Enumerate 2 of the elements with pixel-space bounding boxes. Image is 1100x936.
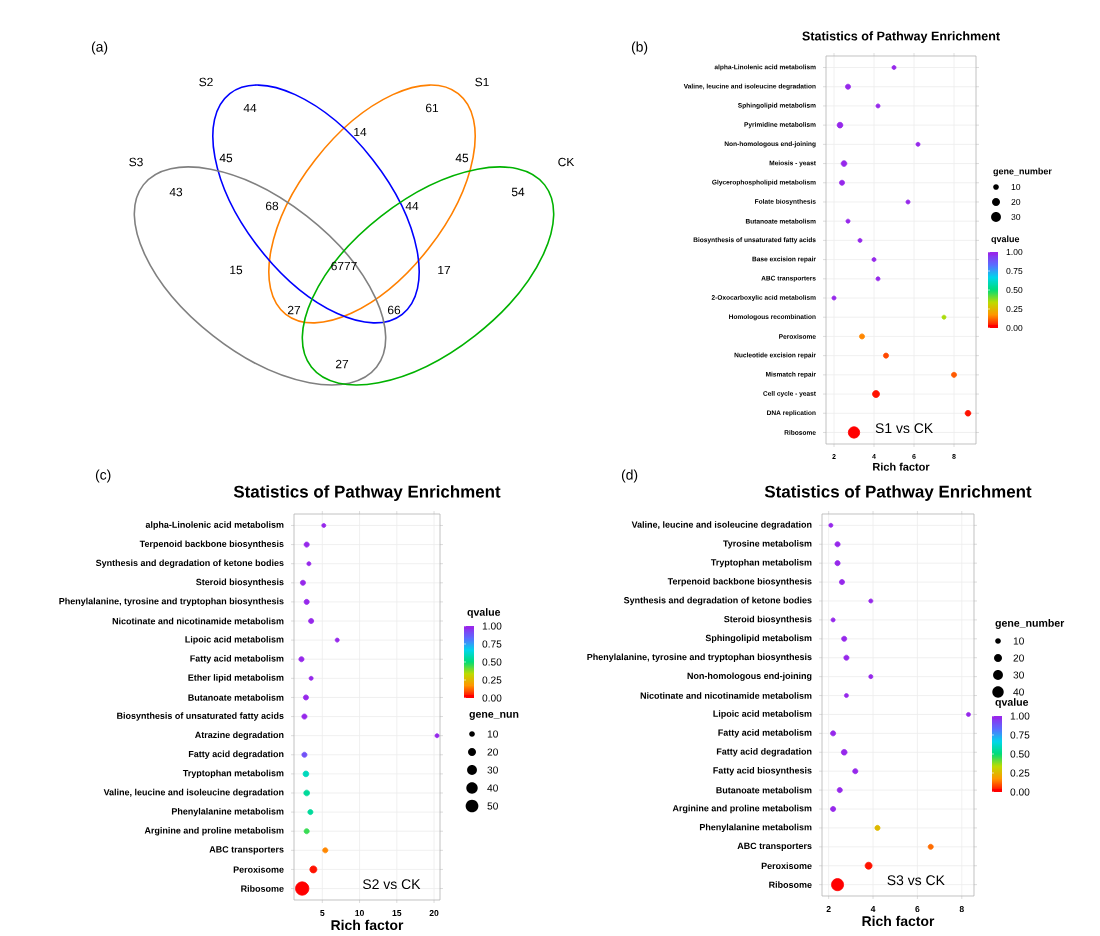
chart-title: Statistics of Pathway Enrichment [233,484,501,501]
chart-title: Statistics of Pathway Enrichment [764,484,1032,501]
